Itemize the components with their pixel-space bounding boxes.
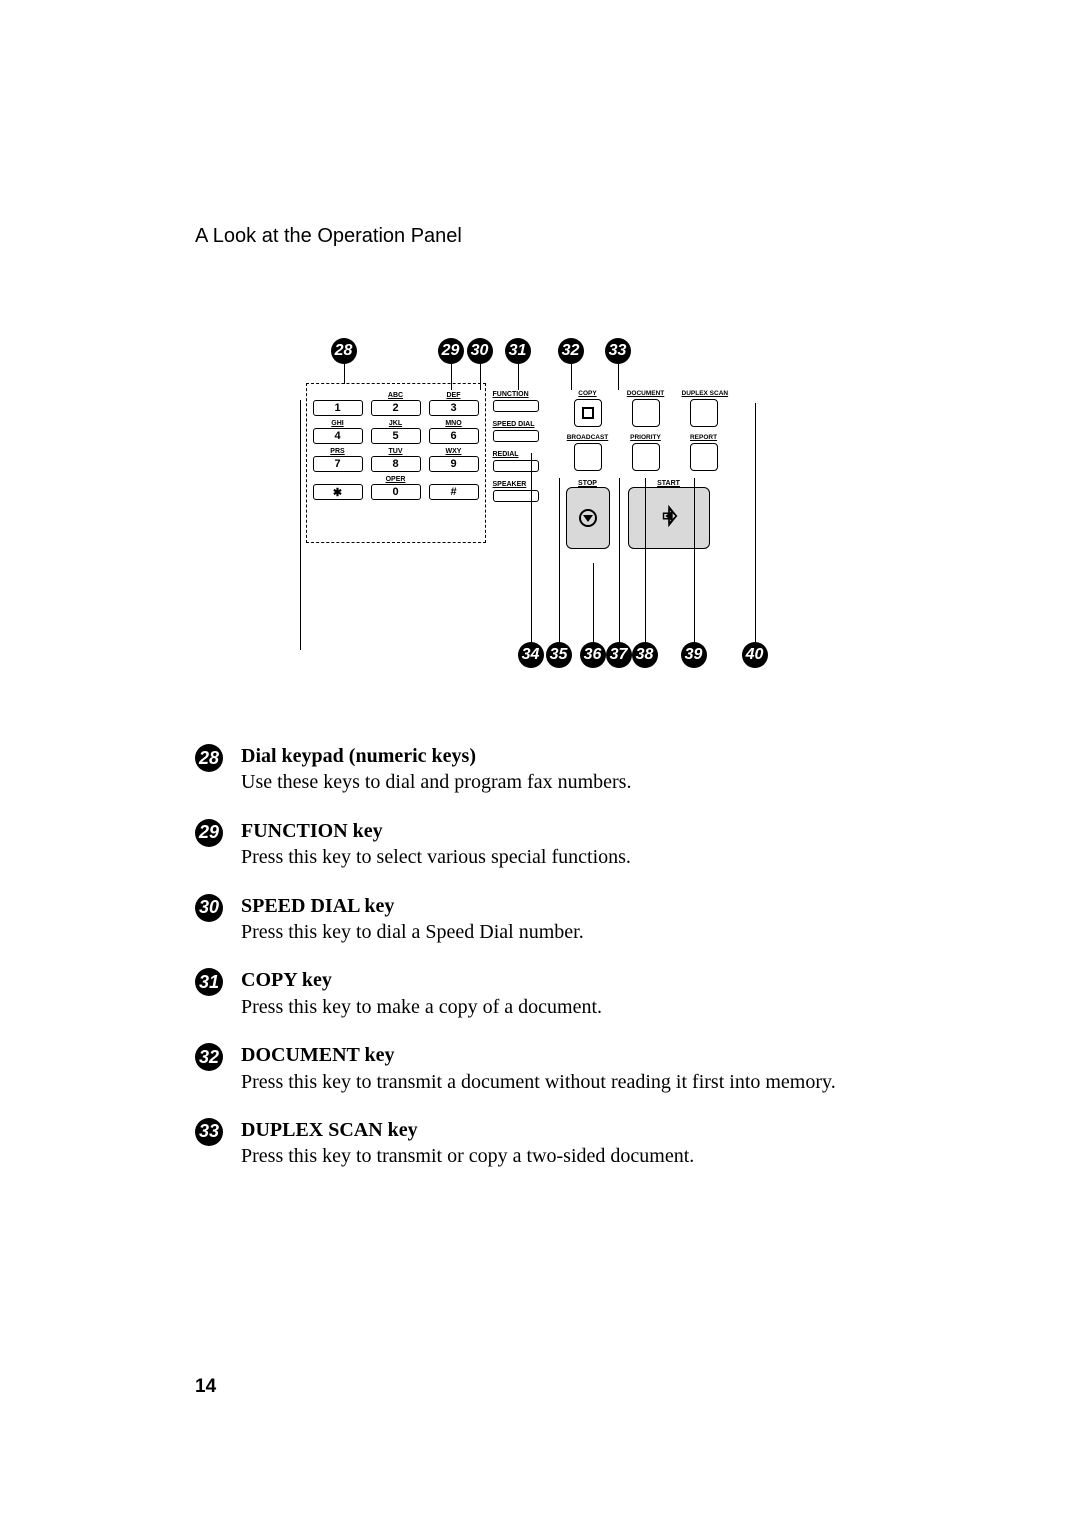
stop-button — [566, 487, 610, 549]
def-num-32: 32 — [195, 1043, 223, 1071]
def-desc: Press this key to transmit or copy a two… — [241, 1145, 694, 1167]
start-button — [628, 487, 710, 549]
definition-item: 29 FUNCTION key Press this key to select… — [195, 818, 870, 871]
stop-icon — [579, 509, 597, 527]
def-num-31: 31 — [195, 968, 223, 996]
def-num-29: 29 — [195, 819, 223, 847]
stop-start-row: STOP START — [566, 480, 710, 549]
def-title: DOCUMENT key — [241, 1044, 395, 1066]
def-num-30: 30 — [195, 894, 223, 922]
def-title: COPY key — [241, 969, 332, 991]
function-keys: FUNCTION SPEED DIAL REDIAL SPEAKER — [493, 391, 551, 511]
callout-36: 36 — [580, 642, 606, 668]
def-desc: Press this key to transmit a document wi… — [241, 1071, 836, 1093]
definition-item: 33 DUPLEX SCAN key Press this key to tra… — [195, 1117, 870, 1170]
def-desc: Press this key to make a copy of a docum… — [241, 996, 602, 1018]
mid-button-row: BROADCAST PRIORITY REPORT — [566, 434, 726, 471]
definition-item: 31 COPY key Press this key to make a cop… — [195, 967, 870, 1020]
definition-item: 32 DOCUMENT key Press this key to transm… — [195, 1042, 870, 1095]
def-title: Dial keypad (numeric keys) — [241, 745, 476, 767]
def-desc: Press this key to dial a Speed Dial numb… — [241, 921, 584, 943]
def-num-28: 28 — [195, 744, 223, 772]
speed-dial-key — [493, 430, 539, 442]
callout-34: 34 — [518, 642, 544, 668]
callout-40: 40 — [742, 642, 768, 668]
document-button — [632, 399, 660, 427]
callout-29: 29 — [438, 338, 464, 364]
callout-33: 33 — [605, 338, 631, 364]
duplex-scan-button — [690, 399, 718, 427]
document-page: A Look at the Operation Panel 28 29 30 3… — [0, 0, 1080, 1528]
definition-item: 28 Dial keypad (numeric keys) Use these … — [195, 743, 870, 796]
dial-keypad: ABC DEF 1 2 3 GHI JKL MNO 4 5 6 — [306, 383, 486, 543]
priority-button — [632, 443, 660, 471]
page-header: A Look at the Operation Panel — [195, 225, 870, 248]
key-1: 1 — [313, 400, 363, 416]
start-icon — [658, 505, 680, 532]
definition-item: 30 SPEED DIAL key Press this key to dial… — [195, 893, 870, 946]
key-4: 4 — [313, 428, 363, 444]
redial-key — [493, 460, 539, 472]
def-title: FUNCTION key — [241, 820, 383, 842]
key-7: 7 — [313, 456, 363, 472]
key-6: 6 — [429, 428, 479, 444]
key-2: 2 — [371, 400, 421, 416]
def-desc: Use these keys to dial and program fax n… — [241, 771, 631, 793]
def-title: SPEED DIAL key — [241, 895, 394, 917]
key-star: ✱ — [313, 484, 363, 500]
key-0: 0 — [371, 484, 421, 500]
key-5: 5 — [371, 428, 421, 444]
copy-button — [574, 399, 602, 427]
callout-32: 32 — [558, 338, 584, 364]
def-title: DUPLEX SCAN key — [241, 1119, 418, 1141]
key-9: 9 — [429, 456, 479, 472]
speaker-key — [493, 490, 539, 502]
panel-body: ABC DEF 1 2 3 GHI JKL MNO 4 5 6 — [298, 388, 768, 566]
page-number: 14 — [195, 1376, 216, 1398]
callout-35: 35 — [546, 642, 572, 668]
key-3: 3 — [429, 400, 479, 416]
callout-38: 38 — [632, 642, 658, 668]
report-button — [690, 443, 718, 471]
top-button-row: COPY DOCUMENT DUPLEX SCAN — [566, 390, 726, 427]
operation-panel-diagram: 28 29 30 31 32 33 ABC DEF 1 2 — [298, 338, 768, 668]
key-8: 8 — [371, 456, 421, 472]
callout-30: 30 — [467, 338, 493, 364]
def-num-33: 33 — [195, 1118, 223, 1146]
callout-39: 39 — [681, 642, 707, 668]
function-key — [493, 400, 539, 412]
callout-37: 37 — [606, 642, 632, 668]
key-hash: # — [429, 484, 479, 500]
callout-31: 31 — [505, 338, 531, 364]
def-desc: Press this key to select various special… — [241, 846, 631, 868]
definitions-list: 28 Dial keypad (numeric keys) Use these … — [195, 743, 870, 1170]
callout-28: 28 — [331, 338, 357, 364]
broadcast-button — [574, 443, 602, 471]
